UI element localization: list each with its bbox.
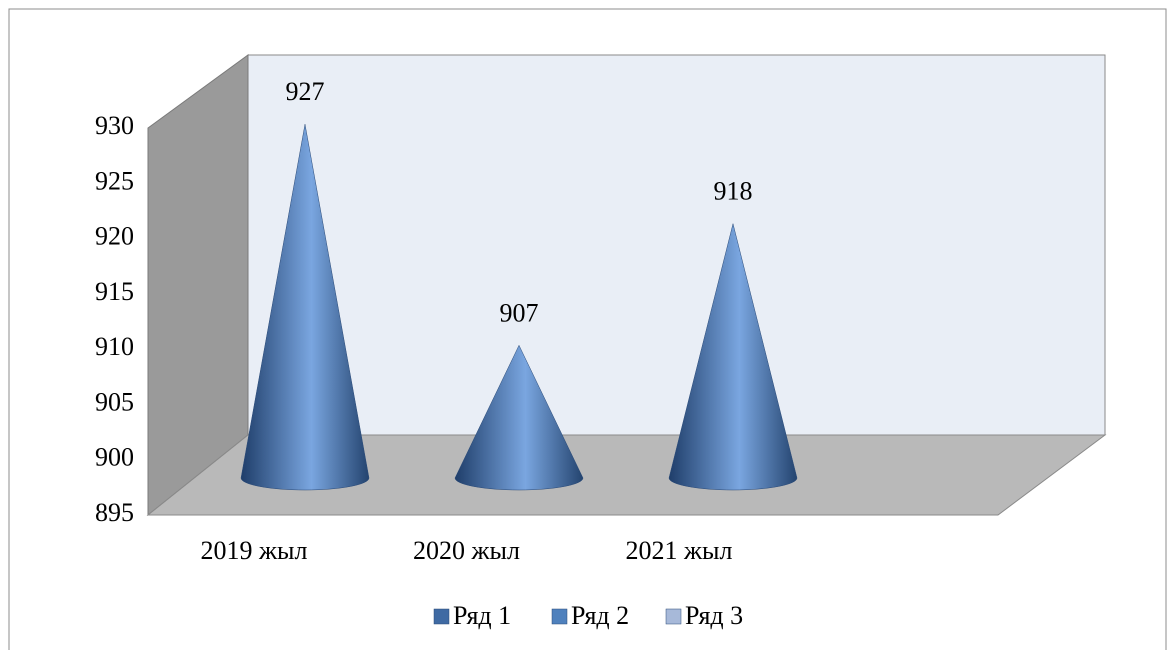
legend-swatch (551, 608, 568, 625)
y-tick-label: 915 (95, 277, 134, 306)
cone (240, 124, 370, 491)
back-wall (247, 54, 1106, 436)
y-tick-label: 930 (95, 111, 134, 140)
data-label: 927 (286, 77, 325, 106)
x-tick-label: 2020 жыл (413, 536, 520, 565)
data-label: 907 (500, 298, 539, 327)
floor (146, 434, 1107, 516)
cone (668, 223, 798, 491)
x-tick-label: 2019 жыл (201, 536, 308, 565)
y-tick-label: 900 (95, 443, 134, 472)
frame (8, 8, 1167, 650)
side-wall (147, 54, 249, 517)
y-tick-label: 910 (95, 332, 134, 361)
y-tick-label: 925 (95, 166, 134, 195)
legend-swatch (665, 608, 682, 625)
y-tick-label: 895 (95, 498, 134, 527)
legend-swatch (433, 608, 450, 625)
x-tick-label: 2021 жыл (626, 536, 733, 565)
y-tick-label: 920 (95, 222, 134, 251)
cone (454, 344, 584, 491)
legend-label: Ряд 2 (571, 601, 629, 630)
legend-label: Ряд 3 (685, 601, 743, 630)
y-tick-label: 905 (95, 387, 134, 416)
data-label: 918 (714, 177, 753, 206)
legend-label: Ряд 1 (453, 601, 511, 630)
